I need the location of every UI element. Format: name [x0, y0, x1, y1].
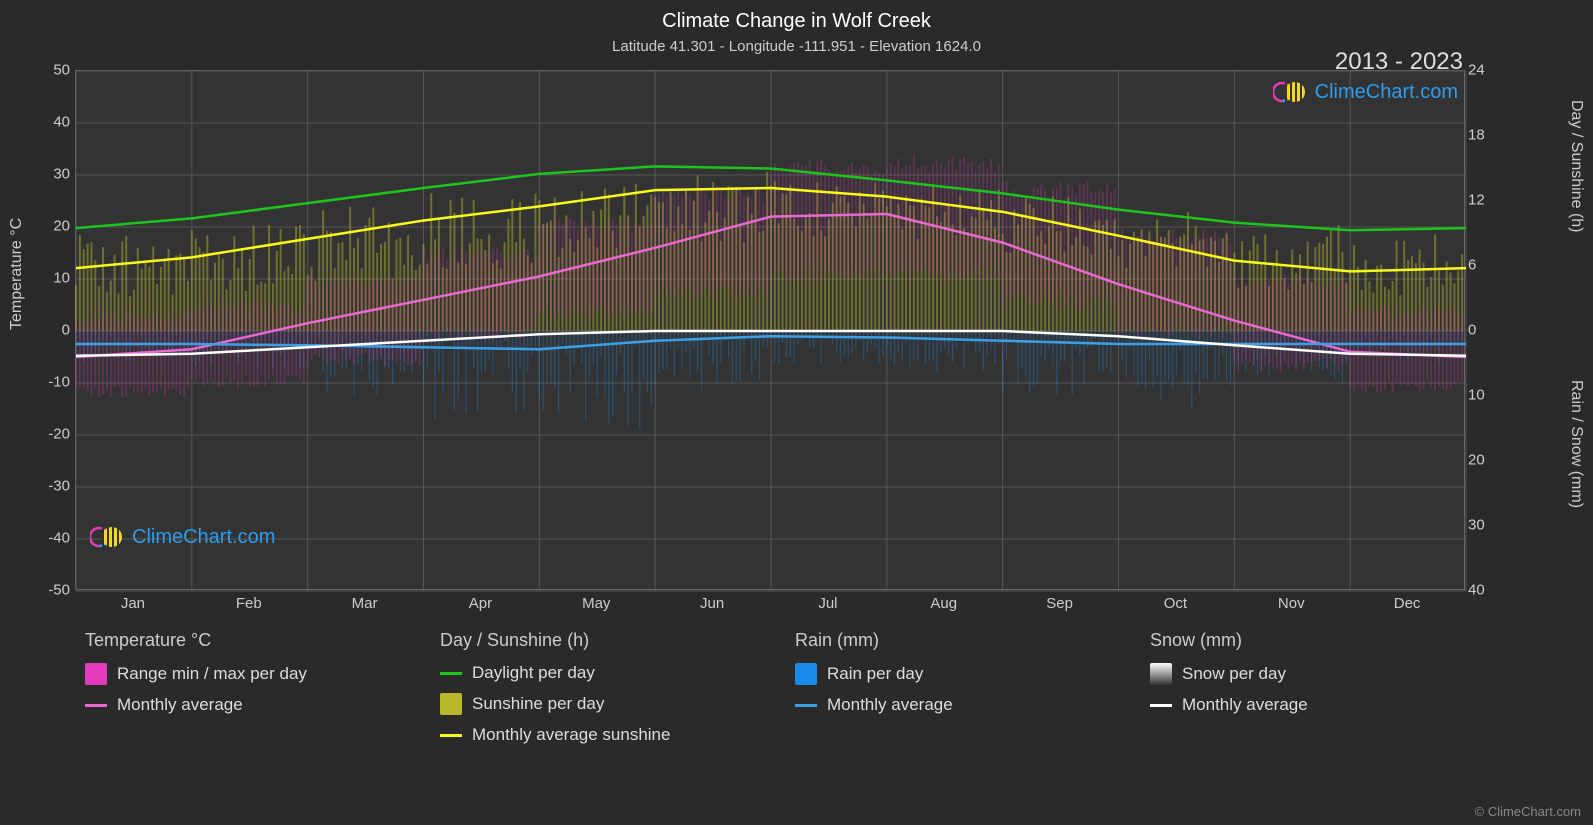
legend-item-rain-avg: Monthly average — [795, 695, 1130, 715]
x-tick: Apr — [469, 595, 492, 612]
legend-label: Monthly average — [1182, 695, 1308, 715]
y-tick-right: 40 — [1468, 582, 1493, 599]
y-tick-right: 24 — [1468, 62, 1493, 79]
y-tick-left: -10 — [40, 374, 70, 391]
legend-col-rain: Rain (mm) Rain per day Monthly average — [795, 630, 1130, 745]
legend-item-sunavg: Monthly average sunshine — [440, 725, 775, 745]
chart-title: Climate Change in Wolf Creek — [662, 10, 931, 33]
chart-subtitle: Latitude 41.301 - Longitude -111.951 - E… — [612, 38, 981, 55]
logo-bottom-left: ClimeChart.com — [90, 525, 275, 549]
x-tick: Jun — [700, 595, 724, 612]
y-tick-right: 6 — [1468, 257, 1493, 274]
y-tick-right: 10 — [1468, 387, 1493, 404]
logo-icon — [90, 525, 126, 549]
y-tick-right: 18 — [1468, 127, 1493, 144]
legend-label: Monthly average — [827, 695, 953, 715]
x-tick: Sep — [1046, 595, 1073, 612]
legend-label: Snow per day — [1182, 664, 1286, 684]
y-tick-left: 20 — [40, 218, 70, 235]
legend-label: Range min / max per day — [117, 664, 307, 684]
legend-label: Rain per day — [827, 664, 923, 684]
legend-label: Monthly average — [117, 695, 243, 715]
swatch-temp-range — [85, 663, 107, 685]
x-tick: Aug — [930, 595, 957, 612]
y-tick-left: -50 — [40, 582, 70, 599]
swatch-snow-avg — [1150, 704, 1172, 707]
y-tick-left: -40 — [40, 530, 70, 547]
legend-header-rain: Rain (mm) — [795, 630, 1130, 651]
legend-col-snow: Snow (mm) Snow per day Monthly average — [1150, 630, 1485, 745]
y-tick-right: 20 — [1468, 452, 1493, 469]
legend-col-temperature: Temperature °C Range min / max per day M… — [85, 630, 420, 745]
chart-plot-area — [75, 70, 1465, 590]
x-tick: Mar — [352, 595, 378, 612]
swatch-rain-avg — [795, 704, 817, 707]
y-tick-left: 50 — [40, 62, 70, 79]
y-tick-left: 40 — [40, 114, 70, 131]
plot-svg — [76, 71, 1464, 589]
legend-item-snow-avg: Monthly average — [1150, 695, 1485, 715]
legend-header-daysun: Day / Sunshine (h) — [440, 630, 775, 651]
legend-item-temp-avg: Monthly average — [85, 695, 420, 715]
x-tick: Oct — [1164, 595, 1187, 612]
legend-label: Monthly average sunshine — [472, 725, 670, 745]
legend: Temperature °C Range min / max per day M… — [85, 630, 1485, 745]
legend-item-temp-range: Range min / max per day — [85, 663, 420, 685]
swatch-sunshine — [440, 693, 462, 715]
legend-header-snow: Snow (mm) — [1150, 630, 1485, 651]
y-axis-left-label: Temperature °C — [8, 218, 26, 330]
x-tick: Dec — [1394, 595, 1421, 612]
y-tick-left: 30 — [40, 166, 70, 183]
logo-text: ClimeChart.com — [1315, 81, 1458, 104]
legend-col-daysun: Day / Sunshine (h) Daylight per day Suns… — [440, 630, 775, 745]
swatch-rain — [795, 663, 817, 685]
y-tick-right: 30 — [1468, 517, 1493, 534]
legend-item-daylight: Daylight per day — [440, 663, 775, 683]
y-axis-right-bottom-label: Rain / Snow (mm) — [1567, 380, 1585, 508]
x-tick: Jan — [121, 595, 145, 612]
logo-icon — [1273, 80, 1309, 104]
x-tick: May — [582, 595, 610, 612]
swatch-daylight — [440, 672, 462, 675]
y-tick-left: 0 — [40, 322, 70, 339]
y-tick-left: -20 — [40, 426, 70, 443]
x-tick: Nov — [1278, 595, 1305, 612]
y-tick-left: -30 — [40, 478, 70, 495]
copyright: © ClimeChart.com — [1475, 804, 1581, 819]
logo-text: ClimeChart.com — [132, 526, 275, 549]
swatch-sunavg — [440, 734, 462, 737]
legend-item-snow-perday: Snow per day — [1150, 663, 1485, 685]
legend-label: Sunshine per day — [472, 694, 604, 714]
swatch-temp-avg — [85, 704, 107, 707]
logo-top-right: ClimeChart.com — [1273, 80, 1458, 104]
y-axis-right-top-label: Day / Sunshine (h) — [1567, 100, 1585, 233]
x-tick: Jul — [818, 595, 837, 612]
legend-item-sunshine: Sunshine per day — [440, 693, 775, 715]
swatch-snow — [1150, 663, 1172, 685]
y-tick-left: 10 — [40, 270, 70, 287]
legend-label: Daylight per day — [472, 663, 595, 683]
y-tick-right: 0 — [1468, 322, 1493, 339]
legend-header-temp: Temperature °C — [85, 630, 420, 651]
y-tick-right: 12 — [1468, 192, 1493, 209]
legend-item-rain-perday: Rain per day — [795, 663, 1130, 685]
x-tick: Feb — [236, 595, 262, 612]
